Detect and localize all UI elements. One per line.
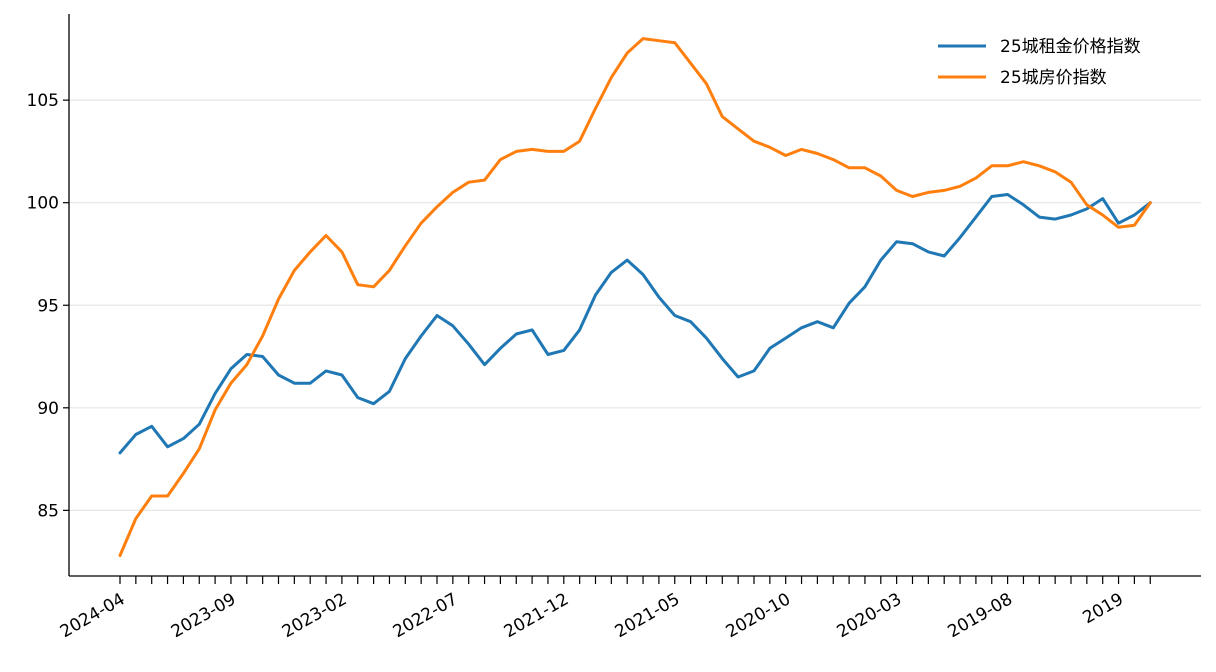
y-tick-label: 100 [27,194,59,214]
y-tick-label: 90 [37,399,59,419]
x-tick-label: 2023-09 [168,589,240,642]
x-tick-label: 2021-12 [501,589,573,642]
x-axis-ticks: 2024-04 2023-09 2023-02 2022-07 2021-12 2021-… [57,576,1151,642]
x-tick-label: 2020-10 [723,589,795,642]
x-tick-label: 2022-07 [390,589,462,642]
legend-label: 25城租金价格指数 [1000,37,1141,57]
y-tick-label: 85 [37,501,59,521]
x-tick-label: 2019 [1080,589,1127,628]
y-axis-ticks: 85 90 95 100 105 [27,91,69,521]
y-tick-label: 95 [37,296,59,316]
legend-label: 25城房价指数 [1000,68,1107,88]
grid-lines [69,99,1201,511]
legend: 25城租金价格指数 25城房价指数 [938,37,1141,88]
x-tick-label: 2019-08 [945,589,1017,642]
axes [68,14,1201,577]
y-tick-label: 105 [27,91,59,111]
x-tick-label: 2023-02 [279,589,351,642]
series-line [118,37,1152,557]
x-tick-label: 2021-05 [612,589,684,642]
x-tick-label: 2020-03 [834,589,906,642]
x-tick-label: 2024-04 [57,589,129,642]
series-lines [118,37,1152,557]
series-line [118,193,1152,455]
